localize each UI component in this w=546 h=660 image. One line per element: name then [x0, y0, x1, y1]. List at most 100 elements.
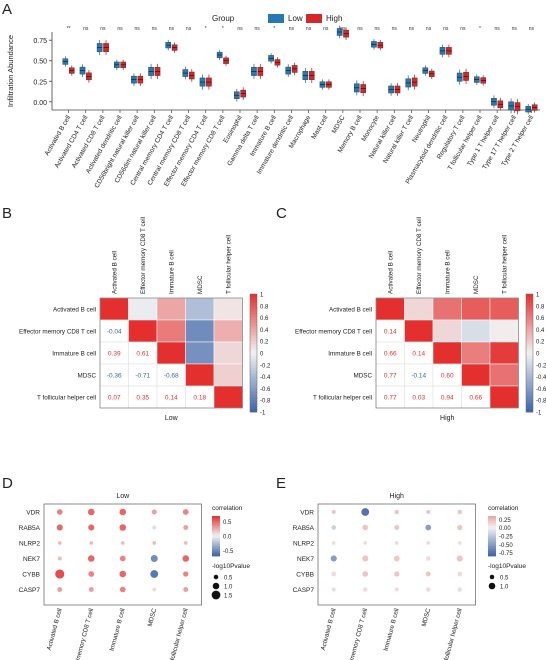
heat-group-label: High [440, 415, 455, 422]
dot-mark [119, 508, 127, 516]
dot-mark [57, 556, 62, 561]
corr-legend-segment [212, 541, 220, 544]
heat-value: 0.14 [384, 329, 397, 336]
colorbar-segment [250, 361, 257, 366]
colorbar-segment [250, 323, 257, 327]
heat-cell [461, 319, 491, 343]
colorbar-segment [250, 332, 257, 336]
colorbar-segment [526, 358, 533, 363]
colorbar-segment [526, 338, 533, 342]
colorbar-segment [250, 353, 257, 357]
row-label: T follicular helper cell [37, 395, 96, 402]
dot-mark [119, 586, 126, 593]
corr-legend-segment [212, 542, 220, 545]
heat-value: -0.71 [135, 373, 150, 380]
dot-col-label: T follicular helper cell [442, 608, 464, 660]
colorbar-segment [526, 385, 533, 389]
dot-row-label: NEK7 [297, 556, 314, 563]
colorbar-segment [526, 391, 533, 395]
col-label: Effector memory CD8 T cell [140, 217, 147, 294]
corr-legend-segment [212, 531, 220, 534]
corr-legend-segment [488, 549, 496, 552]
heat-value: 0.14 [412, 351, 425, 358]
col-label: MDSC [197, 275, 204, 294]
corr-legend-segment [212, 527, 220, 530]
x-tick-label: Mast cell [310, 114, 329, 140]
row-label: T follicular helper cell [313, 395, 372, 402]
dot-mark [119, 555, 126, 562]
dot-mark [394, 509, 399, 515]
colorbar-segment [250, 373, 257, 377]
size-legend-dot [211, 590, 221, 600]
corr-legend-tick: 0.5 [223, 520, 232, 526]
corr-legend-segment [212, 549, 220, 552]
dot-mark [394, 571, 400, 577]
corr-legend-segment [212, 537, 220, 540]
legend-title: Group [212, 14, 235, 23]
colorbar-segment [250, 364, 257, 369]
colorbar-segment [250, 376, 257, 380]
corr-legend-segment [212, 522, 220, 525]
corr-legend-segment [488, 527, 496, 530]
dot-mark [89, 541, 94, 545]
significance-mark: ns [409, 26, 415, 32]
colorbar-tick-label: 0.6 [260, 316, 269, 322]
size-legend-label: 0.5 [224, 576, 233, 582]
colorbar-segment [250, 294, 257, 298]
colorbar-segment [250, 388, 257, 392]
significance-mark: ns [255, 26, 261, 32]
significance-mark: ns [306, 26, 312, 32]
heat-cell [432, 319, 462, 343]
colorbar-segment [526, 299, 533, 304]
colorbar-tick-label: -0.6 [260, 387, 271, 393]
row-label: MDSC [77, 373, 96, 380]
colorbar-segment [250, 341, 257, 345]
row-label: Effector memory CD8 T cell [19, 329, 96, 336]
corr-legend-title: correlation [488, 505, 519, 512]
colorbar-tick-label: 0.6 [536, 316, 545, 322]
corr-legend-segment [488, 547, 496, 550]
colorbar-segment [250, 394, 257, 398]
colorbar-segment [250, 385, 257, 389]
significance-mark: * [273, 26, 275, 32]
row-label: Effector memory CD8 T cell [295, 329, 372, 336]
col-label: Effector memory CD8 T cell [416, 217, 423, 294]
heat-value: 0.14 [165, 395, 178, 402]
corr-legend-segment [212, 536, 220, 539]
heat-cell [213, 363, 243, 387]
dot-mark [183, 541, 188, 545]
dot-mark [331, 571, 337, 577]
row-label: Immature B cell [328, 351, 372, 358]
x-tick-label: MDSC [331, 114, 347, 135]
size-legend-title: -log10Pvalue [488, 563, 526, 570]
dot-mark [363, 541, 368, 545]
heat-cell [404, 297, 434, 321]
colorbar-segment [526, 376, 533, 380]
colorbar-segment [526, 403, 533, 407]
significance-mark: ns [323, 26, 329, 32]
colorbar-segment [526, 341, 533, 345]
legend-label-low: Low [288, 14, 303, 23]
dot-col-label: MDSC [421, 607, 433, 627]
colorbar-segment [250, 299, 257, 304]
significance-mark: ns [237, 26, 243, 32]
panel-label-b: B [2, 205, 12, 222]
colorbar-tick-label: -0.6 [536, 387, 546, 393]
size-legend-label: 1.0 [500, 585, 509, 591]
dot-col-label: Immature B cell [109, 608, 127, 652]
colorbar-segment [250, 355, 257, 360]
colorbar-tick-label: -0.8 [260, 399, 271, 405]
corr-legend-segment [488, 524, 496, 527]
colorbar-segment [250, 326, 257, 330]
corr-legend-segment [488, 531, 496, 534]
heat-cell [375, 297, 405, 321]
heat-cell [213, 385, 243, 409]
dot-mark [183, 571, 189, 577]
significance-mark: ns [186, 26, 192, 32]
colorbar-segment [250, 397, 257, 401]
heat-cell [185, 319, 215, 343]
corr-legend-segment [488, 517, 496, 520]
corr-legend-segment [212, 529, 220, 532]
heat-cell [185, 297, 215, 321]
